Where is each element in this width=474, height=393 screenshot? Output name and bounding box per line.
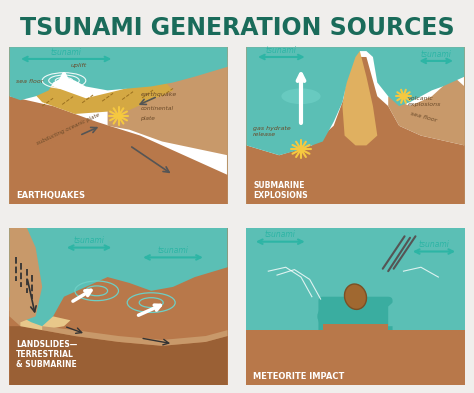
Text: tsunami: tsunami: [266, 46, 297, 55]
Polygon shape: [246, 228, 465, 330]
Text: tsunami: tsunami: [157, 246, 189, 255]
Text: earthquake: earthquake: [140, 92, 176, 97]
Text: EARTHQUAKES: EARTHQUAKES: [16, 191, 85, 200]
Text: tsunami: tsunami: [51, 48, 82, 57]
Polygon shape: [9, 326, 228, 385]
Ellipse shape: [318, 297, 393, 336]
Text: tsunami: tsunami: [419, 240, 449, 249]
Bar: [323, 324, 388, 330]
Bar: [246, 330, 465, 385]
Text: continental: continental: [140, 106, 173, 111]
Polygon shape: [246, 47, 465, 155]
Text: subducting oceanic plate: subducting oceanic plate: [36, 113, 100, 147]
Polygon shape: [388, 267, 465, 326]
Text: LANDSLIDES—
TERRESTRIAL
& SUBMARINE: LANDSLIDES— TERRESTRIAL & SUBMARINE: [16, 340, 77, 369]
Polygon shape: [9, 228, 228, 326]
Text: volcanic
explosions: volcanic explosions: [408, 96, 441, 107]
Polygon shape: [9, 96, 228, 204]
Text: tsunami: tsunami: [265, 230, 296, 239]
Ellipse shape: [282, 88, 320, 104]
Text: sea floor: sea floor: [16, 79, 44, 84]
Polygon shape: [20, 316, 71, 330]
Text: tsunami: tsunami: [421, 50, 452, 59]
Text: uplift: uplift: [71, 63, 87, 68]
Text: TSUNAMI GENERATION SOURCES: TSUNAMI GENERATION SOURCES: [20, 16, 454, 40]
Text: SUBMARINE
EXPLOSIONS: SUBMARINE EXPLOSIONS: [253, 181, 308, 200]
Polygon shape: [108, 57, 228, 155]
Bar: [246, 330, 465, 385]
Text: tsunami: tsunami: [73, 236, 104, 245]
Polygon shape: [246, 263, 334, 326]
Ellipse shape: [345, 284, 366, 309]
Polygon shape: [9, 228, 42, 322]
Text: METEORITE IMPACT: METEORITE IMPACT: [253, 372, 345, 381]
FancyBboxPatch shape: [319, 297, 392, 334]
Polygon shape: [246, 57, 465, 204]
Polygon shape: [342, 51, 377, 145]
Text: plate: plate: [140, 116, 155, 121]
Text: gas hydrate
release: gas hydrate release: [253, 126, 291, 137]
Polygon shape: [388, 77, 465, 145]
Polygon shape: [42, 326, 228, 346]
Text: sea floor: sea floor: [410, 111, 438, 123]
Polygon shape: [9, 228, 36, 326]
Polygon shape: [31, 79, 173, 114]
Polygon shape: [9, 47, 228, 100]
